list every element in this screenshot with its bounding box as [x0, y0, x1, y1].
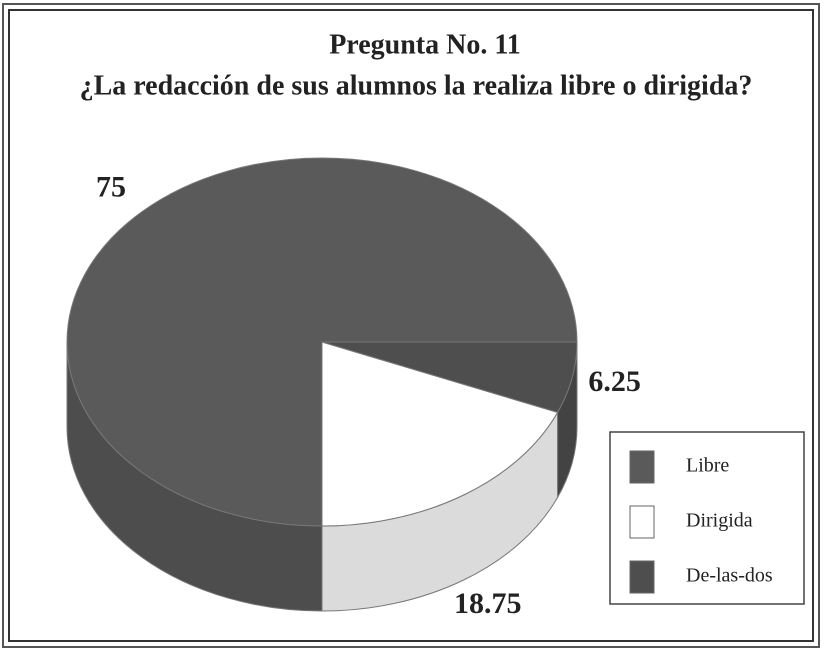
chart-subtitle: ¿La redacción de sus alumnos la realiza … [80, 70, 753, 101]
legend-swatch [629, 505, 655, 539]
pie-slice [66, 157, 578, 527]
frame-outer [2, 3, 820, 648]
data-label: 75 [96, 171, 126, 204]
pie-slice [321, 341, 578, 414]
legend-swatch [629, 450, 655, 484]
legend-label: De-las-dos [686, 565, 773, 587]
frame-inner [8, 9, 814, 642]
data-label: 6.25 [588, 365, 641, 398]
legend-label: Dirigida [686, 510, 753, 532]
legend-swatch [629, 560, 655, 594]
chart-title: Pregunta No. 11 [329, 29, 521, 60]
data-label: 18.75 [454, 587, 522, 620]
pie-slice [321, 341, 559, 527]
legend-label: Libre [686, 455, 729, 477]
